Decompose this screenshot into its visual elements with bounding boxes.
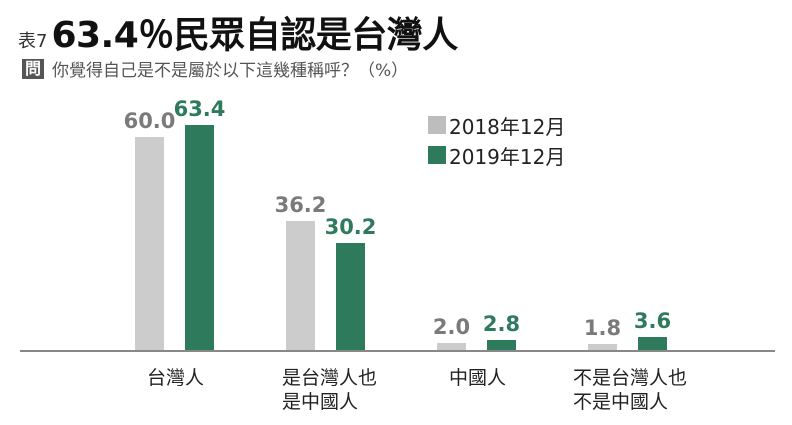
value-label-2018: 60.0: [123, 109, 176, 133]
value-label-2019: 30.2: [324, 215, 377, 239]
value-label-2018: 1.8: [583, 316, 622, 340]
category-label-line2: 是中國人: [282, 391, 359, 413]
value-label-2018: 36.2: [274, 193, 327, 217]
title-text: 63.4％民眾自認是台灣人: [51, 15, 458, 56]
bar-2018: [286, 221, 315, 350]
question-badge: 問: [22, 58, 45, 79]
category-label: 台灣人: [147, 366, 204, 390]
legend-item-2019: 2019年12月: [428, 140, 565, 170]
legend-label-2018: 2018年12月: [449, 114, 566, 139]
category-label-line1: 不是台灣人也: [573, 367, 688, 389]
bar-2018: [437, 343, 466, 350]
chart-subtitle: 問 你覺得自己是不是屬於以下這幾種稱呼？（%）: [22, 56, 408, 81]
question-text: 你覺得自己是不是屬於以下這幾種稱呼？（%）: [52, 61, 409, 81]
bar-2019: [638, 337, 667, 350]
bar-2019: [487, 340, 516, 350]
bar-2019: [336, 243, 365, 350]
category-label: 中國人: [449, 366, 506, 390]
category-label-line1: 台灣人: [147, 367, 205, 389]
bar-2018: [135, 137, 164, 350]
value-label-2018: 2.0: [432, 315, 471, 339]
category-label: 是台灣人也 是中國人: [282, 366, 377, 414]
category-label-line2: 不是中國人: [573, 391, 669, 413]
category-label-line1: 是台灣人也: [282, 367, 378, 389]
value-label-2019: 3.6: [633, 309, 672, 333]
legend-label-2019: 2019年12月: [449, 144, 566, 169]
category-label: 不是台灣人也 不是中國人: [573, 366, 687, 414]
legend: 2018年12月 2019年12月: [428, 110, 565, 170]
table-number: 表7: [18, 31, 48, 52]
bar-2019: [185, 125, 214, 350]
legend-swatch-2019: [428, 146, 446, 164]
value-label-2019: 2.8: [482, 312, 521, 336]
chart-title: 表7 63.4％民眾自認是台灣人: [18, 6, 458, 58]
legend-item-2018: 2018年12月: [428, 110, 565, 140]
category-label-line1: 中國人: [449, 367, 507, 389]
x-axis-baseline: [20, 350, 775, 352]
value-label-2019: 63.4: [173, 97, 226, 121]
legend-swatch-2018: [428, 116, 446, 134]
bar-2018: [588, 344, 617, 350]
